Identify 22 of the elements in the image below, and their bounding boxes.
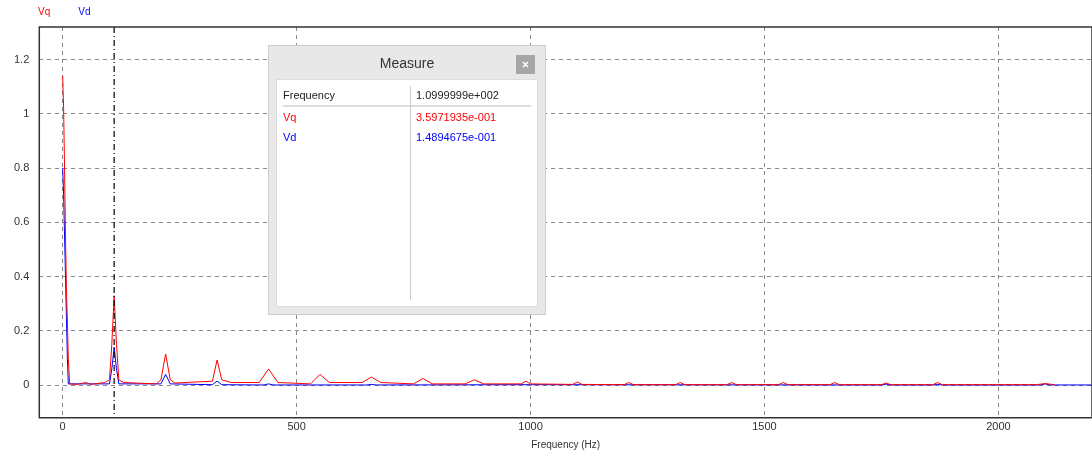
x-tick-label: 0 [59,420,66,433]
y-tick-label: 1 [23,106,30,119]
y-tick-label: 0.4 [13,269,30,282]
y-tick-label: 0 [23,378,30,391]
text: Vq [38,6,51,17]
annotation: Vq [283,111,298,123]
annotation: Frequency [283,89,336,101]
x-tick-label: 2000 [986,420,1011,433]
annotation: Vd [283,131,298,143]
annotation: 3.5971935e-001 [416,111,497,123]
y-tick-label: 0.2 [13,323,30,336]
text: Vd [78,6,91,17]
y-tick-label: 1.2 [13,52,30,65]
x-tick-label: 500 [287,420,306,433]
annotation: 1.4894675e-001 [416,131,497,143]
annotation: Measure [378,55,436,71]
x-tick-label: 1500 [752,420,777,433]
x-axis-title: Frequency (Hz) [531,438,601,450]
y-tick-label: 0.8 [13,161,30,174]
y-tick-label: 0.6 [13,215,30,228]
x-tick-label: 1000 [518,420,543,433]
annotation: 1.0999999e+002 [416,89,499,101]
